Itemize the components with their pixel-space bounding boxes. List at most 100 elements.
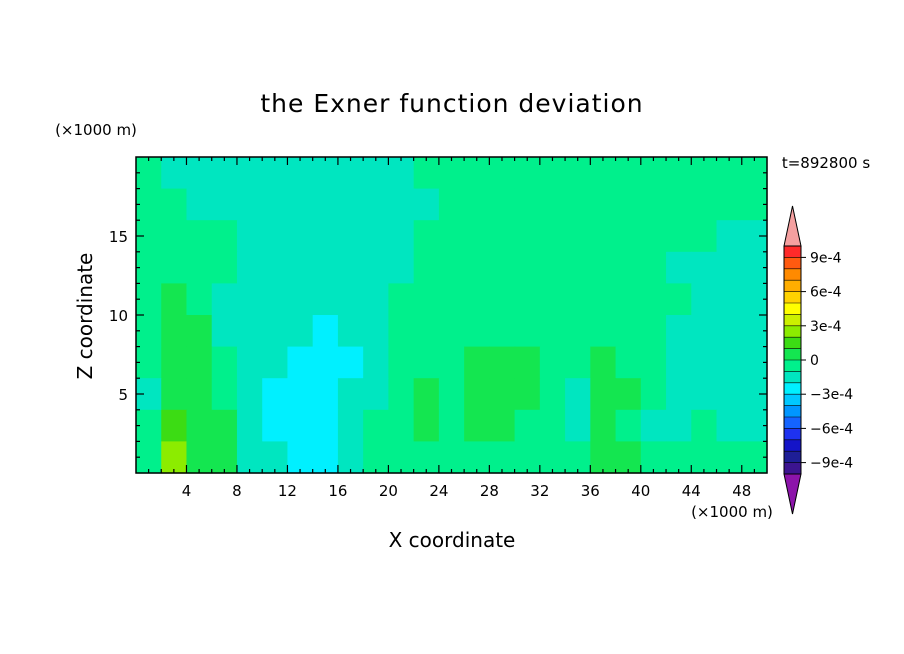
- field-cell: [262, 188, 289, 221]
- colorbar-band: [784, 348, 801, 361]
- colorbar-band: [784, 303, 801, 315]
- field-cell: [161, 251, 188, 284]
- field-cell: [211, 251, 238, 284]
- field-cell: [666, 409, 692, 442]
- field-cell: [716, 346, 743, 379]
- field-cell: [287, 283, 314, 316]
- field-cell: [211, 220, 238, 253]
- x-tick-label: 48: [732, 482, 751, 500]
- field-cell: [464, 315, 490, 348]
- field-cell: [363, 346, 389, 379]
- field-cell: [211, 188, 238, 221]
- field-cell: [514, 220, 541, 253]
- field-cell: [136, 409, 162, 442]
- field-cell: [262, 157, 289, 190]
- field-cell: [413, 441, 440, 474]
- y-tick-label: 15: [109, 228, 128, 246]
- field-cell: [211, 378, 238, 411]
- field-cell: [615, 157, 642, 190]
- x-unit-label: (×1000 m): [691, 503, 773, 521]
- field-cell: [489, 409, 516, 442]
- x-tick-label: 24: [429, 482, 448, 500]
- field-cell: [287, 409, 314, 442]
- field-cell: [438, 346, 465, 379]
- colorbar-band: [784, 428, 801, 441]
- field-cell: [438, 220, 465, 253]
- field-cell: [363, 188, 389, 221]
- x-tick-label: 16: [328, 482, 347, 500]
- colorbar-tick-label: 0: [810, 353, 819, 369]
- y-tick-label: 10: [109, 307, 128, 325]
- colorbar-band: [784, 314, 801, 327]
- field-cell: [464, 251, 490, 284]
- field-cell: [489, 188, 516, 221]
- field-cell: [565, 283, 591, 316]
- field-cell: [438, 188, 465, 221]
- field-cell: [186, 441, 213, 474]
- field-cell: [565, 220, 591, 253]
- field-cell: [514, 188, 541, 221]
- field-cell: [413, 283, 440, 316]
- field-cell: [590, 283, 617, 316]
- colorbar-tick-label: −6e-4: [810, 421, 853, 437]
- field-cell: [565, 188, 591, 221]
- field-cell: [691, 220, 718, 253]
- field-cell: [337, 283, 364, 316]
- field-cell: [615, 378, 642, 411]
- x-tick-label: 20: [379, 482, 398, 500]
- field-cell: [337, 188, 364, 221]
- field-cell: [136, 157, 162, 190]
- colorbar-band: [784, 451, 801, 463]
- field-cell: [388, 409, 415, 442]
- field-cell: [161, 283, 188, 316]
- field-cell: [716, 409, 743, 442]
- field-cell: [539, 346, 566, 379]
- field-cell: [615, 283, 642, 316]
- field-cell: [337, 441, 364, 474]
- field-cell: [388, 315, 415, 348]
- field-cell: [691, 346, 718, 379]
- field-cell: [640, 378, 667, 411]
- field-cell: [413, 409, 440, 442]
- field-cell: [438, 251, 465, 284]
- field-cell: [565, 409, 591, 442]
- field-cell: [287, 220, 314, 253]
- field-cell: [640, 441, 667, 474]
- colorbar-band: [784, 394, 801, 406]
- field-cell: [590, 346, 617, 379]
- field-cell: [136, 283, 162, 316]
- field-cell: [590, 409, 617, 442]
- field-cell: [539, 378, 566, 411]
- field-cell: [312, 315, 339, 348]
- field-cell: [565, 346, 591, 379]
- field-cell: [464, 188, 490, 221]
- field-cell: [590, 251, 617, 284]
- field-cell: [539, 441, 566, 474]
- y-axis-label: Z coordinate: [73, 253, 97, 380]
- field-cell: [236, 251, 263, 284]
- colorbar-band: [784, 360, 801, 372]
- colorbar-band: [784, 246, 801, 258]
- field-cell: [136, 441, 162, 474]
- field-cell: [186, 188, 213, 221]
- x-tick-label: 28: [480, 482, 499, 500]
- field-cell: [363, 157, 389, 190]
- field-cell: [514, 157, 541, 190]
- field-cell: [161, 157, 188, 190]
- field-cell: [161, 220, 188, 253]
- x-tick-label: 32: [530, 482, 549, 500]
- field-cell: [312, 220, 339, 253]
- field-cell: [388, 441, 415, 474]
- field-cell: [666, 378, 692, 411]
- field-cell: [615, 220, 642, 253]
- field-cell: [262, 346, 289, 379]
- colorbar-band: [784, 291, 801, 304]
- field-cell: [388, 346, 415, 379]
- field-cell: [262, 220, 289, 253]
- colorbar-under-triangle: [783, 473, 802, 515]
- field-cell: [691, 157, 718, 190]
- field-cell: [236, 315, 263, 348]
- field-cell: [236, 441, 263, 474]
- field-cell: [590, 441, 617, 474]
